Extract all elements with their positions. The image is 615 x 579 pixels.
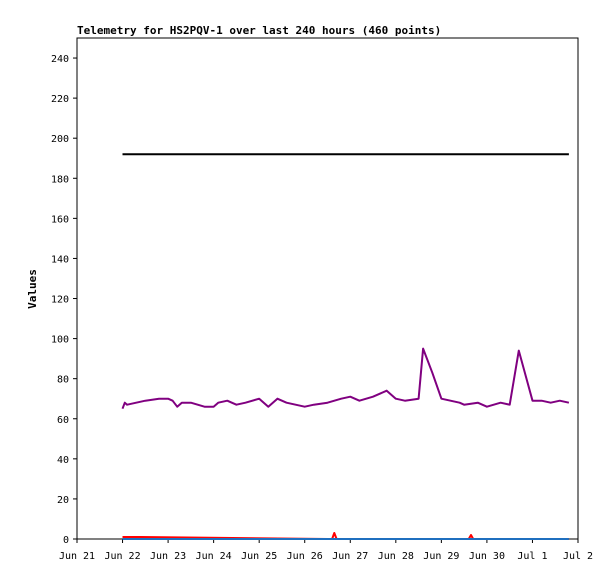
x-tick-label: Jun 25 xyxy=(241,551,277,562)
x-tick-label: Jun 26 xyxy=(287,551,323,562)
x-tick-label: Jul 1 xyxy=(517,551,547,562)
y-tick-label: 40 xyxy=(57,455,69,466)
y-axis-label: Values xyxy=(26,269,39,309)
x-tick-label: Jun 22 xyxy=(104,551,140,562)
y-tick-label: 100 xyxy=(51,335,69,346)
y-tick-label: 160 xyxy=(51,214,69,225)
y-tick-label: 240 xyxy=(51,54,69,65)
y-tick-label: 180 xyxy=(51,174,69,185)
x-tick-label: Jul 2 xyxy=(563,551,593,562)
plot-frame xyxy=(76,37,579,540)
y-tick-label: 140 xyxy=(51,254,69,265)
x-tick-label: Jun 23 xyxy=(150,551,186,562)
x-tick-label: Jun 29 xyxy=(423,551,459,562)
x-tick-label: Jun 21 xyxy=(59,551,95,562)
chart-title: Telemetry for HS2PQV-1 over last 240 hou… xyxy=(77,24,441,37)
x-tick-label: Jun 27 xyxy=(332,551,368,562)
x-tick-label: Jun 28 xyxy=(378,551,414,562)
x-axis: Jun 21 Jun 22 Jun 23 Jun 24 Jun 25 Jun 26 Jun … xyxy=(59,539,593,562)
y-tick-label: 20 xyxy=(57,495,69,506)
x-tick-label: Jun 30 xyxy=(469,551,505,562)
series-layer xyxy=(121,153,570,540)
y-tick-label: 220 xyxy=(51,94,69,105)
y-axis: 0 20 40 60 80 100 120 140 160 180 200 220 240 xyxy=(51,54,77,546)
y-tick-label: 80 xyxy=(57,375,69,386)
y-tick-label: 60 xyxy=(57,415,69,426)
y-tick-label: 0 xyxy=(63,535,69,546)
y-tick-label: 120 xyxy=(51,295,69,306)
x-tick-label: Jun 24 xyxy=(196,551,232,562)
series-line-2 xyxy=(121,347,570,410)
y-tick-label: 200 xyxy=(51,134,69,145)
